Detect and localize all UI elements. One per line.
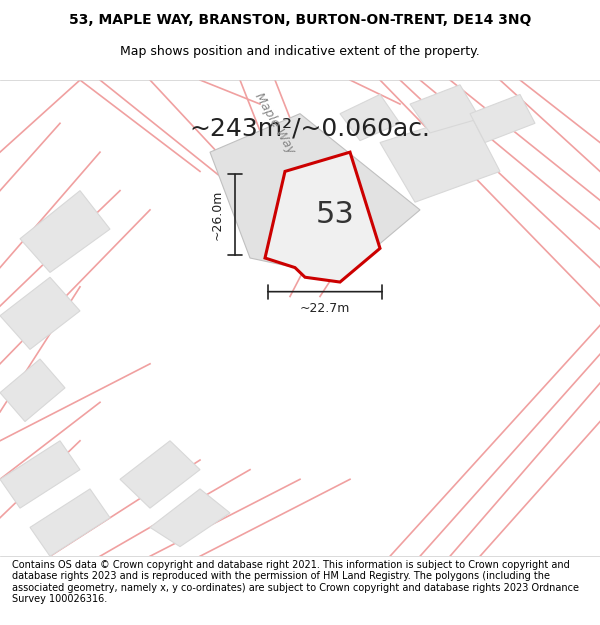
Text: ~26.0m: ~26.0m bbox=[211, 189, 223, 240]
Polygon shape bbox=[30, 489, 110, 556]
Text: ~243m²/~0.060ac.: ~243m²/~0.060ac. bbox=[190, 116, 431, 140]
Polygon shape bbox=[120, 441, 200, 508]
Text: Contains OS data © Crown copyright and database right 2021. This information is : Contains OS data © Crown copyright and d… bbox=[12, 560, 579, 604]
Polygon shape bbox=[210, 114, 420, 278]
Polygon shape bbox=[265, 152, 380, 282]
Polygon shape bbox=[470, 94, 535, 142]
Polygon shape bbox=[0, 278, 80, 349]
Text: 53: 53 bbox=[316, 200, 355, 229]
Polygon shape bbox=[20, 191, 110, 272]
Polygon shape bbox=[0, 359, 65, 421]
Polygon shape bbox=[0, 441, 80, 508]
Text: 53, MAPLE WAY, BRANSTON, BURTON-ON-TRENT, DE14 3NQ: 53, MAPLE WAY, BRANSTON, BURTON-ON-TRENT… bbox=[69, 13, 531, 27]
Text: ~22.7m: ~22.7m bbox=[300, 302, 350, 316]
Polygon shape bbox=[410, 85, 480, 133]
Polygon shape bbox=[150, 489, 230, 547]
Text: Map shows position and indicative extent of the property.: Map shows position and indicative extent… bbox=[120, 46, 480, 59]
Polygon shape bbox=[340, 94, 400, 141]
Polygon shape bbox=[380, 114, 500, 202]
Text: Maple Way: Maple Way bbox=[253, 91, 298, 156]
